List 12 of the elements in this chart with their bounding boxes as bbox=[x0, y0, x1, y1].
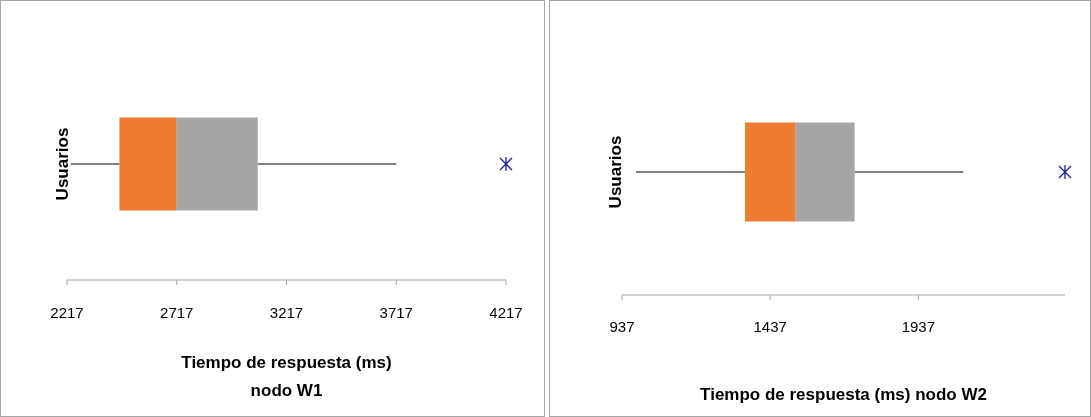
x-tick-label: 937 bbox=[609, 318, 635, 335]
x-tick-label: 3717 bbox=[379, 304, 413, 321]
x-tick-label: 3217 bbox=[269, 304, 304, 321]
x-tick-label: 4217 bbox=[489, 304, 523, 321]
x-tick-label: 1437 bbox=[753, 318, 787, 335]
x-tick-label: 2217 bbox=[50, 304, 84, 321]
x-tick-label: 1937 bbox=[901, 318, 936, 335]
x-axis-title: Tiempo de respuesta (ms) nodo W2 bbox=[700, 385, 987, 404]
y-tick-label: Usuarios bbox=[53, 127, 72, 201]
x-tick-label: 2717 bbox=[160, 304, 194, 321]
x-axis-title: Tiempo de respuesta (ms) nodo W1 bbox=[181, 353, 392, 400]
y-tick-label: Usuarios bbox=[606, 135, 625, 209]
